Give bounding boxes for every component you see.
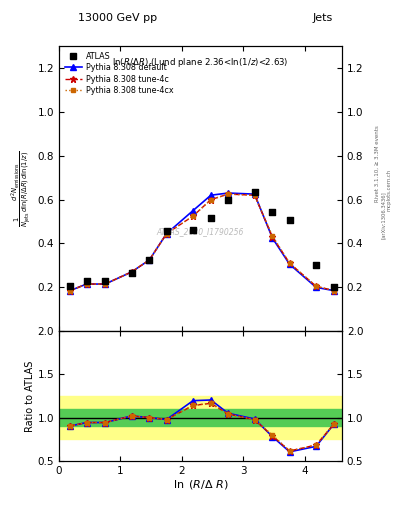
Pythia 8.308 tune-4c	[147, 257, 152, 263]
Pythia 8.308 default	[252, 191, 257, 197]
Pythia 8.308 tune-4cx	[332, 288, 336, 294]
Pythia 8.308 default	[226, 190, 230, 196]
Pythia 8.308 tune-4c	[191, 213, 195, 219]
ATLAS	[252, 188, 258, 196]
X-axis label: $\ln\ (R/\Delta\ R)$: $\ln\ (R/\Delta\ R)$	[173, 478, 228, 492]
ATLAS	[163, 227, 170, 236]
ATLAS	[269, 207, 275, 216]
Pythia 8.308 tune-4c	[209, 197, 213, 203]
Text: ATLAS_2020_I1790256: ATLAS_2020_I1790256	[157, 227, 244, 236]
ATLAS	[190, 226, 196, 234]
ATLAS	[225, 196, 231, 204]
Pythia 8.308 tune-4cx	[209, 197, 213, 203]
Text: $\ln(R/\Delta R)$ (Lund plane 2.36<$\ln(1/z)$<2.63): $\ln(R/\Delta R)$ (Lund plane 2.36<$\ln(…	[112, 56, 289, 69]
Line: Pythia 8.308 tune-4c: Pythia 8.308 tune-4c	[66, 190, 337, 294]
Text: Rivet 3.1.10, ≥ 3.3M events: Rivet 3.1.10, ≥ 3.3M events	[375, 125, 380, 202]
Pythia 8.308 tune-4cx	[287, 260, 292, 266]
Pythia 8.308 default	[164, 230, 169, 237]
Pythia 8.308 tune-4c	[270, 234, 275, 240]
Pythia 8.308 tune-4cx	[191, 213, 195, 219]
Pythia 8.308 tune-4c	[84, 281, 89, 287]
Pythia 8.308 default	[314, 284, 318, 290]
Pythia 8.308 tune-4cx	[252, 192, 257, 198]
Pythia 8.308 tune-4c	[287, 260, 292, 266]
Pythia 8.308 tune-4c	[314, 283, 318, 289]
Pythia 8.308 tune-4cx	[68, 288, 72, 294]
Pythia 8.308 tune-4c	[332, 288, 336, 294]
ATLAS	[67, 282, 73, 290]
ATLAS	[208, 214, 214, 222]
Line: Pythia 8.308 default: Pythia 8.308 default	[67, 190, 337, 293]
Pythia 8.308 tune-4cx	[314, 283, 318, 289]
Text: Jets: Jets	[312, 13, 332, 23]
Pythia 8.308 tune-4c	[164, 230, 169, 237]
ATLAS	[313, 261, 319, 269]
Pythia 8.308 tune-4c	[129, 269, 134, 275]
ATLAS	[331, 283, 337, 291]
ATLAS	[102, 277, 108, 285]
Pythia 8.308 tune-4cx	[103, 281, 107, 287]
Text: 13000 GeV pp: 13000 GeV pp	[78, 13, 158, 23]
Pythia 8.308 tune-4cx	[164, 230, 169, 237]
Pythia 8.308 default	[129, 269, 134, 275]
ATLAS	[83, 277, 90, 285]
Pythia 8.308 tune-4cx	[226, 191, 230, 197]
Pythia 8.308 tune-4cx	[270, 233, 275, 239]
Pythia 8.308 tune-4cx	[129, 269, 134, 275]
Text: mcplots.cern.ch: mcplots.cern.ch	[387, 168, 391, 210]
Pythia 8.308 default	[332, 288, 336, 294]
Pythia 8.308 default	[84, 281, 89, 287]
Y-axis label: $\frac{1}{N_\mathrm{jets}}\frac{d^2 N_\mathrm{emissions}}{d\ln(R/\Delta R)\,d\ln: $\frac{1}{N_\mathrm{jets}}\frac{d^2 N_\m…	[10, 151, 33, 227]
ATLAS	[129, 269, 135, 277]
Legend: ATLAS, Pythia 8.308 default, Pythia 8.308 tune-4c, Pythia 8.308 tune-4cx: ATLAS, Pythia 8.308 default, Pythia 8.30…	[61, 49, 176, 98]
Pythia 8.308 default	[209, 192, 213, 198]
Pythia 8.308 tune-4c	[68, 288, 72, 294]
Y-axis label: Ratio to ATLAS: Ratio to ATLAS	[25, 360, 35, 432]
Pythia 8.308 default	[103, 281, 107, 287]
Line: Pythia 8.308 tune-4cx: Pythia 8.308 tune-4cx	[68, 191, 336, 293]
Pythia 8.308 default	[147, 257, 152, 263]
Pythia 8.308 default	[68, 288, 72, 294]
Pythia 8.308 tune-4cx	[84, 281, 89, 287]
Pythia 8.308 default	[191, 207, 195, 214]
Text: [arXiv:1306.3436]: [arXiv:1306.3436]	[381, 191, 386, 239]
ATLAS	[146, 256, 152, 264]
ATLAS	[286, 217, 293, 225]
Pythia 8.308 tune-4c	[226, 191, 230, 197]
Pythia 8.308 tune-4c	[103, 281, 107, 287]
Pythia 8.308 default	[287, 261, 292, 267]
Pythia 8.308 tune-4cx	[147, 257, 152, 263]
Pythia 8.308 tune-4c	[252, 192, 257, 198]
Pythia 8.308 default	[270, 235, 275, 241]
